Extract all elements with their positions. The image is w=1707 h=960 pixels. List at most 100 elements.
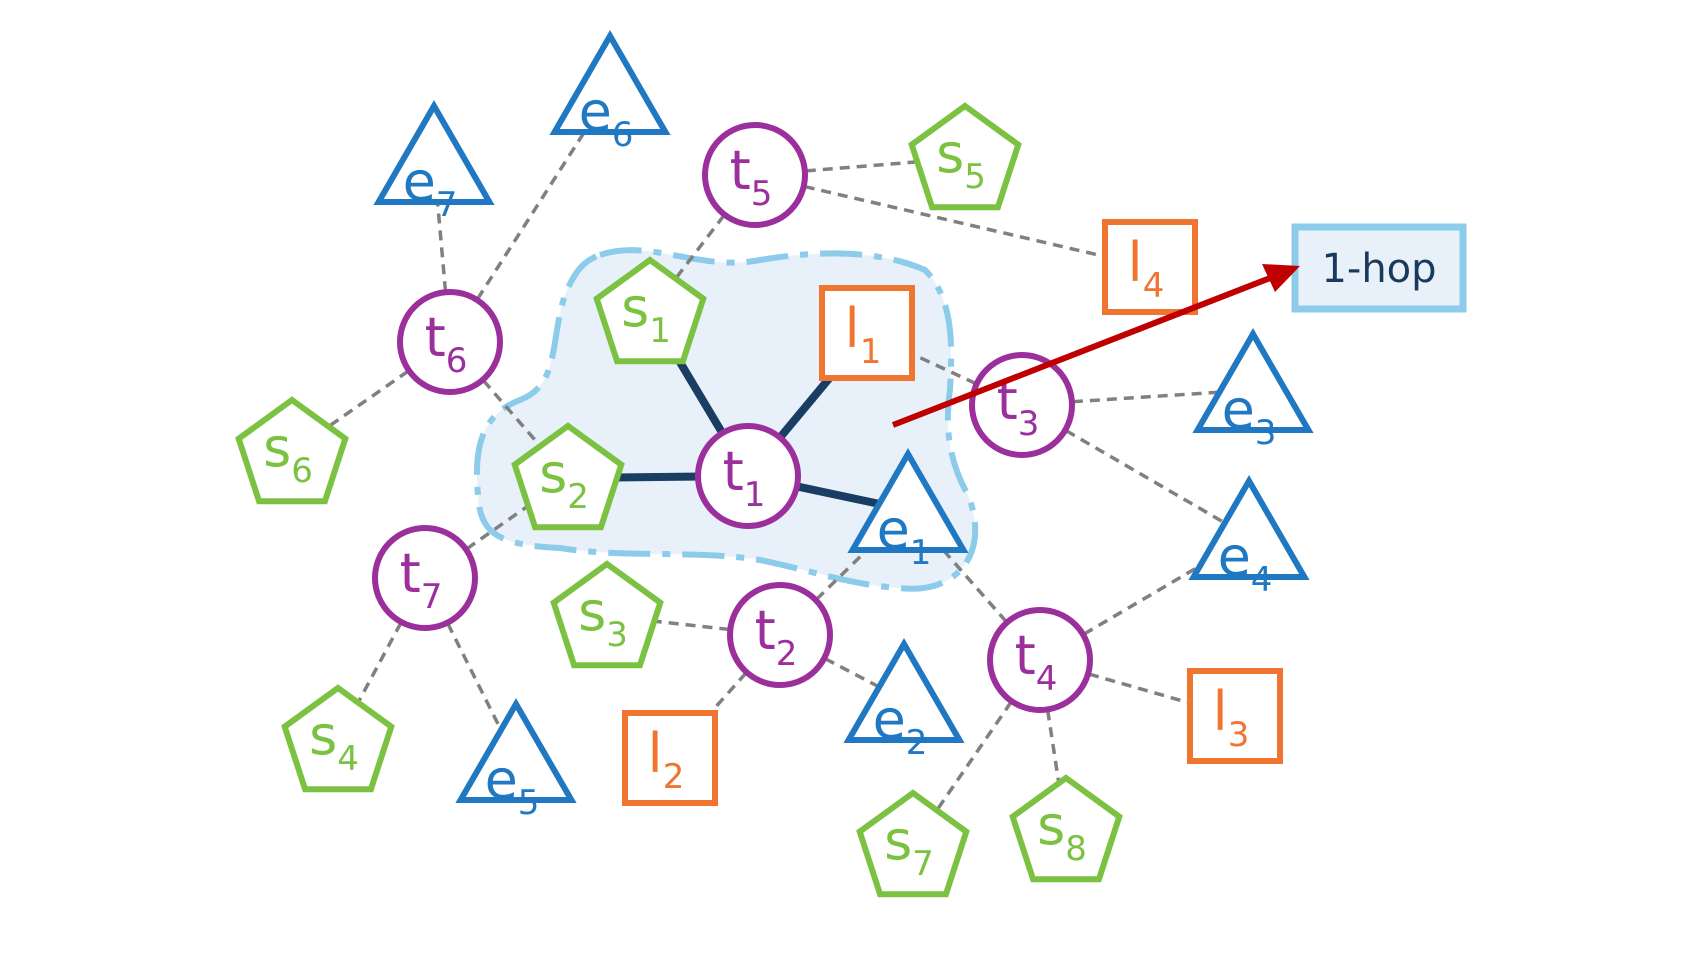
node-index: 1 <box>649 311 671 351</box>
node-shape-triangle <box>1188 474 1310 580</box>
node-shape-circle <box>397 289 503 395</box>
node-shape-circle <box>727 582 833 688</box>
node-shape-pentagon <box>1009 774 1123 883</box>
node-letter: e <box>873 688 906 751</box>
node-shape-circle <box>695 423 801 529</box>
node-index: 2 <box>567 477 589 517</box>
node-t7: t7 <box>372 525 478 631</box>
node-letter: l <box>648 722 663 785</box>
node-shape-circle <box>372 525 478 631</box>
node-shape-circle <box>969 352 1075 458</box>
node-l2: l2 <box>622 710 718 806</box>
dashed-edge-t6-e7 <box>432 161 452 343</box>
node-e5: e5 <box>455 697 577 823</box>
node-l1: l1 <box>819 285 915 381</box>
node-letter: e <box>1218 525 1251 588</box>
node-shape-triangle <box>455 697 577 803</box>
node-index: 6 <box>291 451 313 491</box>
node-label: e1 <box>877 498 932 573</box>
node-index: 6 <box>446 341 468 381</box>
node-letter: e <box>403 150 436 213</box>
node-index: 2 <box>906 723 928 763</box>
node-letter: t <box>730 139 751 202</box>
node-s5: s5 <box>908 102 1022 211</box>
node-index: 4 <box>1251 560 1273 600</box>
node-shape-triangle <box>843 637 965 743</box>
one-hop-text: 1-hop <box>1321 246 1436 292</box>
node-letter: t <box>1015 624 1036 687</box>
node-letter: s <box>936 122 964 185</box>
node-index: 4 <box>1036 659 1058 699</box>
node-e6: e6 <box>549 29 671 155</box>
node-label: t6 <box>425 306 468 381</box>
node-shape-pentagon <box>235 396 349 505</box>
node-letter: s <box>309 704 337 767</box>
dashed-edge-t6-s2 <box>448 340 570 480</box>
node-l3: l3 <box>1187 668 1283 764</box>
node-t1: t1 <box>695 423 801 529</box>
node-letter: s <box>1037 794 1065 857</box>
node-letter: t <box>723 440 744 503</box>
node-letter: t <box>400 542 421 605</box>
node-label: e5 <box>485 748 540 823</box>
one-hop-label: 1-hop <box>1291 223 1467 313</box>
node-shape-pentagon <box>550 560 664 669</box>
node-index: 2 <box>776 634 798 674</box>
node-letter: l <box>1128 231 1143 294</box>
node-index: 5 <box>518 783 540 823</box>
node-index: 3 <box>1228 715 1250 755</box>
node-letter: t <box>755 599 776 662</box>
node-t4: t4 <box>987 607 1093 713</box>
node-shape-pentagon <box>281 684 395 793</box>
node-shape-triangle <box>1192 327 1314 433</box>
node-index: 8 <box>1065 829 1087 869</box>
node-index: 6 <box>612 115 634 155</box>
node-label: e2 <box>873 688 928 763</box>
node-s3: s3 <box>550 560 664 669</box>
node-e7: e7 <box>373 99 495 225</box>
one-hop-arrow-shaft <box>891 275 1272 428</box>
node-e3: e3 <box>1192 327 1314 453</box>
node-s8: s8 <box>1009 774 1123 883</box>
node-index: 3 <box>1018 404 1040 444</box>
node-shape-circle <box>702 122 808 228</box>
node-t5: t5 <box>702 122 808 228</box>
node-shape-circle <box>987 607 1093 713</box>
node-label: s5 <box>936 122 986 197</box>
node-letter: e <box>579 80 612 143</box>
node-index: 5 <box>751 174 773 214</box>
node-label: l1 <box>845 297 882 372</box>
node-s2: s2 <box>511 422 625 531</box>
node-index: 7 <box>436 185 458 225</box>
node-index: 4 <box>1143 266 1165 306</box>
node-shape-triangle <box>549 29 671 135</box>
node-shape-pentagon <box>856 789 970 898</box>
node-label: t7 <box>400 542 443 617</box>
node-label: e4 <box>1218 525 1273 600</box>
node-index: 5 <box>964 157 986 197</box>
node-label: t4 <box>1015 624 1058 699</box>
node-shape-square <box>1102 219 1198 315</box>
node-index: 3 <box>606 615 628 655</box>
node-shape-square <box>819 285 915 381</box>
node-label: s2 <box>539 442 589 517</box>
node-label: s8 <box>1037 794 1087 869</box>
node-s4: s4 <box>281 684 395 793</box>
node-letter: l <box>1213 680 1228 743</box>
one-hop-arrow-head <box>1262 264 1300 292</box>
node-label: l3 <box>1213 680 1250 755</box>
node-t6: t6 <box>397 289 503 395</box>
node-label: l4 <box>1128 231 1165 306</box>
node-label: t1 <box>723 440 766 515</box>
node-label: e6 <box>579 80 634 155</box>
node-shape-triangle <box>847 447 969 553</box>
node-label: t5 <box>730 139 773 214</box>
node-letter: l <box>845 297 860 360</box>
node-letter: s <box>621 276 649 339</box>
node-label: s1 <box>621 276 671 351</box>
node-index: 7 <box>912 844 934 884</box>
node-label: s7 <box>884 809 934 884</box>
node-shape-triangle <box>373 99 495 205</box>
node-label: s6 <box>263 416 313 491</box>
